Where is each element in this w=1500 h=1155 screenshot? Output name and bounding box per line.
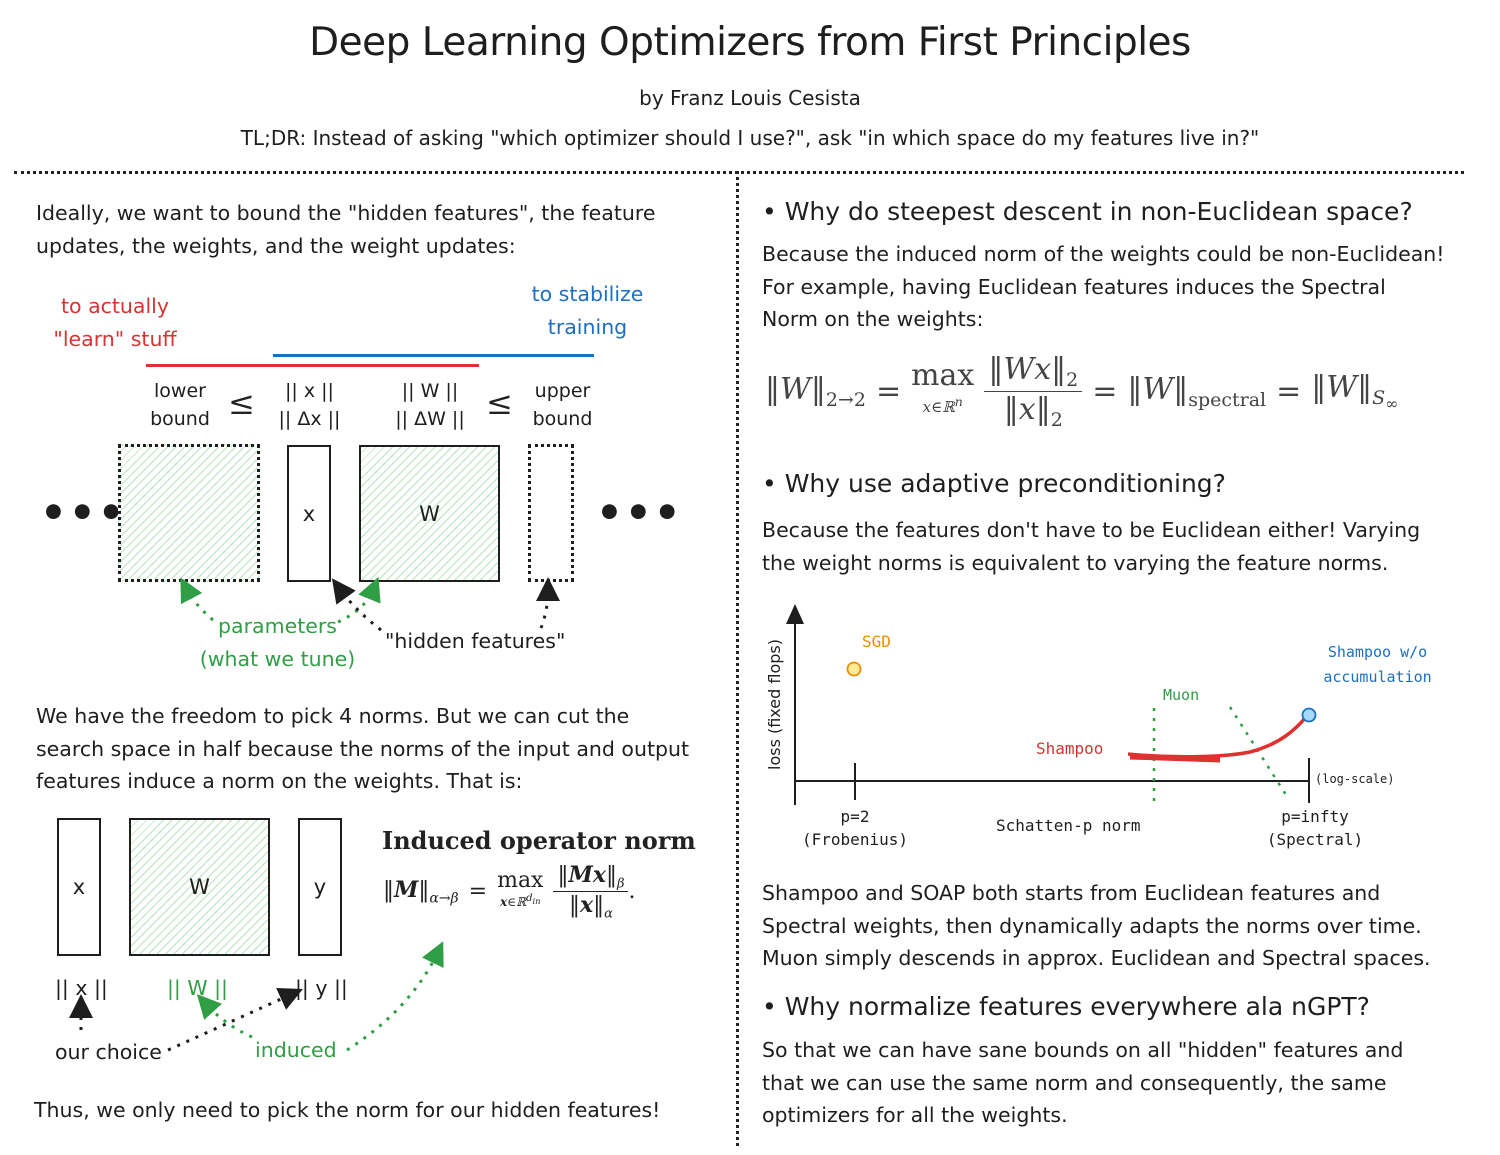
dx-norm: || Δx || [278, 408, 341, 430]
conclusion-text: Thus, we only need to pick the norm for … [34, 1098, 661, 1122]
label-line: bound [532, 408, 593, 430]
label-line: (what we tune) [199, 646, 356, 671]
answer-paragraph-2: Because the features don't have to be Eu… [762, 514, 1420, 579]
label-line: "learn" stuff [53, 326, 177, 351]
diagram2-arrows [69, 941, 444, 1052]
input-x-box: x [57, 818, 101, 956]
feature-x-box: x [287, 445, 331, 582]
label-line: parameters [218, 614, 337, 638]
sgd-label: SGD [862, 632, 891, 651]
muon-label: Muon [1163, 686, 1200, 704]
tick-line: p=infty [1281, 807, 1349, 826]
paragraph-line: optimizers for all the weights. [762, 1103, 1068, 1127]
x-tick-p2: p=2 (Frobenius) [780, 805, 930, 851]
our-choice-label: our choice [55, 1040, 162, 1064]
horizontal-divider [14, 171, 1464, 174]
intro-paragraph: Ideally, we want to bound the "hidden fe… [36, 197, 655, 262]
spectral-norm-formula: ‖W‖2→2 = max x∈ℝn ‖Wx‖2 ‖x‖2 = ‖W‖spectra… [765, 352, 1399, 431]
author-byline: by Franz Louis Cesista [639, 86, 861, 110]
label-line: to stabilize [531, 282, 644, 306]
paragraph-line: We have the freedom to pick 4 norms. But… [36, 704, 630, 728]
induced-norm-formula: ‖M‖α→β = max x∈ℝdin ‖Mx‖β ‖x‖α . [383, 862, 636, 922]
label-line: upper [534, 380, 591, 402]
shampoo-label: Shampoo [1036, 739, 1104, 758]
y-norm: || y || [295, 976, 348, 1000]
output-y-box: y [298, 818, 342, 956]
box-label: x [302, 501, 316, 526]
label-line: accumulation [1323, 668, 1432, 686]
weight-w-box: W [129, 818, 270, 956]
paragraph-line: search space in half because the norms o… [36, 736, 690, 761]
intro-line: Ideally, we want to bound the "hidden fe… [36, 201, 656, 225]
shampoo-noacc-point [1301, 707, 1317, 723]
schatten-norm-chart [786, 604, 1317, 805]
intro-line: updates, the weights, and the weight upd… [36, 233, 516, 258]
paragraph-line: that we can use the same norm and conseq… [762, 1070, 1387, 1095]
induced-label: induced [255, 1038, 337, 1062]
formula-title: Induced operator norm [382, 826, 696, 855]
weight-w-box: W [359, 445, 500, 582]
upper-bound-label: upper bound [515, 377, 610, 433]
page-title: Deep Learning Optimizers from First Prin… [309, 20, 1191, 65]
box-label: W [189, 875, 210, 899]
question-heading-3: • Why normalize features everywhere ala … [762, 992, 1370, 1021]
stabilize-training-label: to stabilize training [500, 278, 675, 343]
hidden-features-label: "hidden features" [385, 629, 566, 653]
paragraph-line: Norm on the weights: [762, 307, 984, 331]
answer-paragraph-3: So that we can have sane bounds on all "… [762, 1034, 1403, 1132]
red-bracket-line [146, 364, 479, 367]
box-label: W [419, 501, 440, 526]
question-heading-1: • Why do steepest descent in non-Euclide… [762, 197, 1413, 226]
tick-line: (Spectral) [1266, 830, 1364, 849]
learn-stuff-label: to actually "learn" stuff [30, 290, 200, 355]
parameters-label: parameters (what we tune) [180, 610, 375, 675]
prev-weight-box [118, 444, 260, 582]
answer-paragraph-1: Because the induced norm of the weights … [762, 238, 1445, 336]
x-axis-label: Schatten-p norm [996, 816, 1141, 835]
y-axis-arrow-icon [786, 604, 804, 624]
paragraph-line: Spectral weights, then dynamically adapt… [762, 913, 1422, 938]
label-line: Shampoo w/o [1327, 643, 1428, 661]
paragraph-line: Shampoo and SOAP both starts from Euclid… [762, 881, 1381, 905]
dw-norm: || ΔW || [395, 408, 465, 430]
leq-symbol: ≤ [486, 384, 513, 422]
w-norm: || W || [401, 380, 459, 402]
label-line: to actually [60, 294, 170, 318]
x-norm-stack: || x || || Δx || [262, 377, 357, 433]
x-norm: || x || [285, 380, 334, 402]
blue-bracket-line [273, 354, 594, 357]
vertical-divider [736, 171, 739, 1146]
label-line: training [547, 314, 628, 339]
norms-paragraph: We have the freedom to pick 4 norms. But… [36, 700, 689, 798]
paragraph-line: Because the features don't have to be Eu… [762, 518, 1421, 542]
tick-line: (Frobenius) [802, 830, 908, 849]
paragraph-line: Because the induced norm of the weights … [762, 242, 1445, 266]
log-scale-label: (log-scale) [1315, 772, 1395, 786]
box-label: x [72, 875, 86, 899]
x-tick-pinf: p=infty (Spectral) [1240, 805, 1390, 851]
lower-bound-label: lower bound [130, 377, 230, 433]
shampoo-noacc-label: Shampoo w/o accumulation [1305, 640, 1450, 690]
label-line: bound [150, 408, 210, 430]
question-heading-2: • Why use adaptive preconditioning? [762, 469, 1226, 498]
box-label: y [313, 875, 327, 899]
tick-line: p=2 [840, 807, 870, 826]
paragraph-line: For example, having Euclidean features i… [762, 274, 1386, 299]
paragraph-line: the weight norms is equivalent to varyin… [762, 550, 1389, 575]
shampoo-soap-paragraph: Shampoo and SOAP both starts from Euclid… [762, 877, 1431, 975]
tldr-summary: TL;DR: Instead of asking "which optimize… [240, 126, 1260, 150]
label-line: lower [154, 380, 206, 402]
paragraph-line: features induce a norm on the weights. T… [36, 769, 523, 793]
diagram1-arrows [180, 576, 560, 632]
paragraph-line: So that we can have sane bounds on all "… [762, 1038, 1404, 1062]
y-axis-label: loss (fixed flops) [765, 639, 784, 770]
sgd-point [846, 661, 862, 677]
paragraph-line: Muon simply descends in approx. Euclidea… [762, 946, 1431, 970]
leq-symbol: ≤ [228, 384, 255, 422]
w-norm-stack: || W || || ΔW || [375, 377, 485, 433]
